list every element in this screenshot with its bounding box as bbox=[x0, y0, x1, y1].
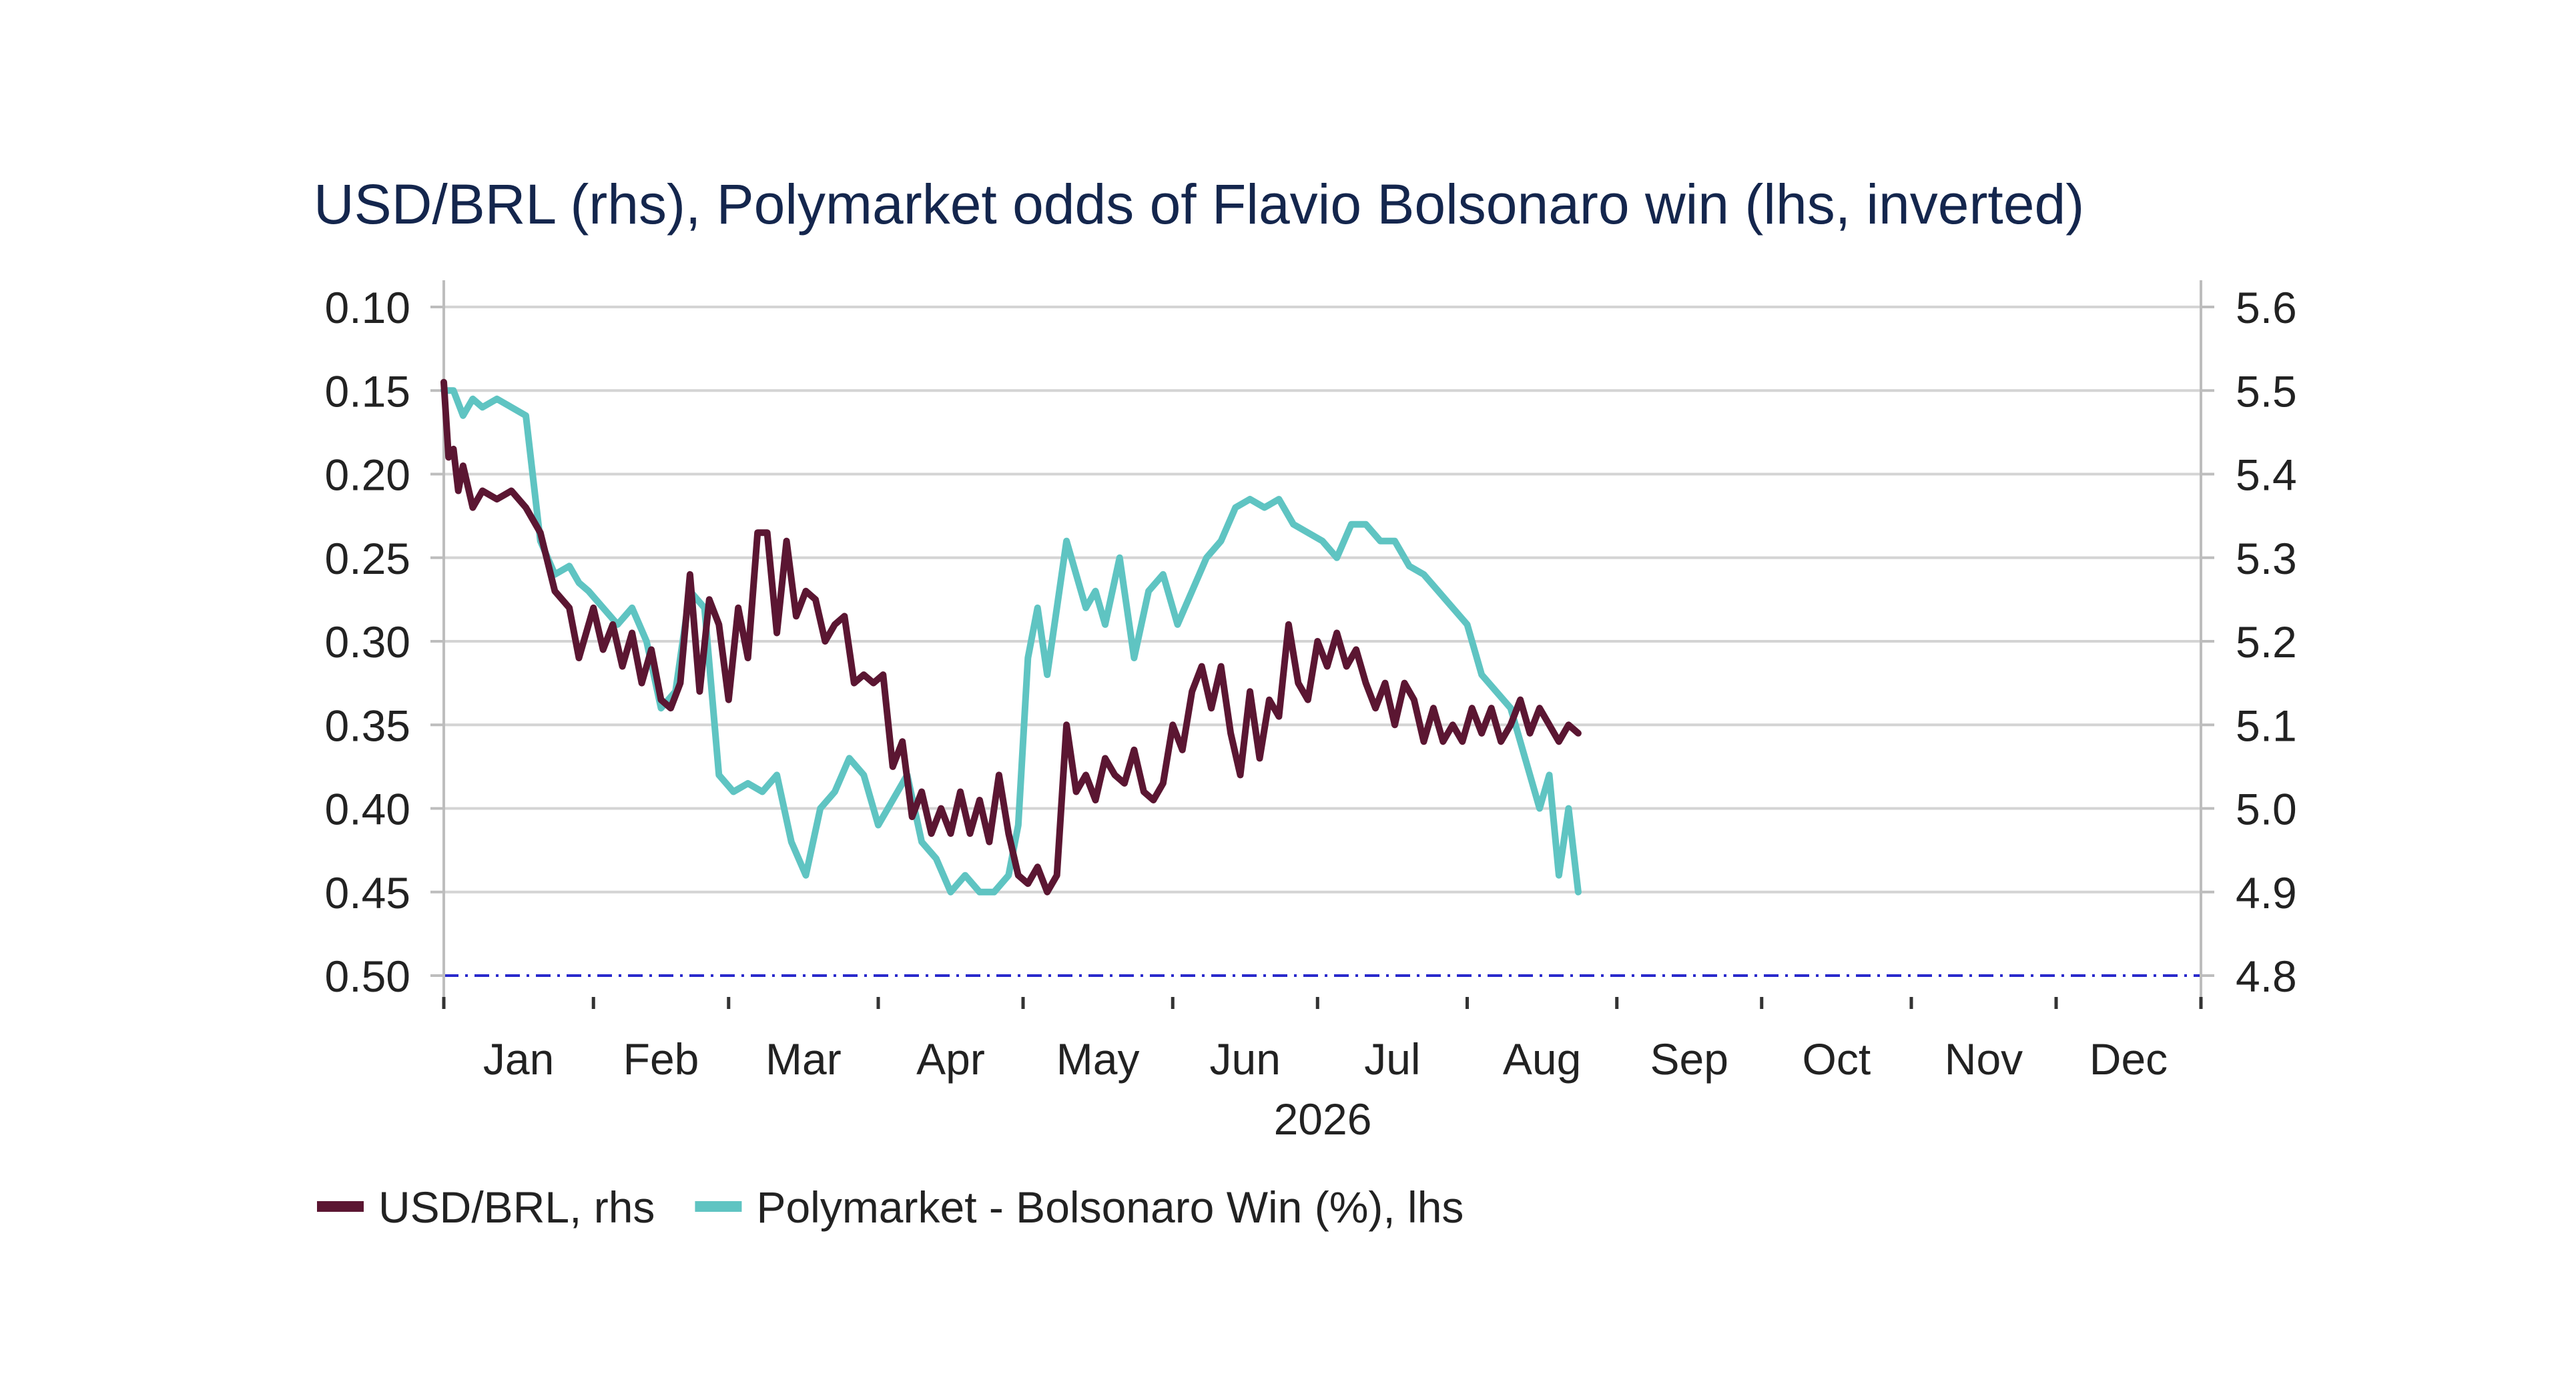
left-axis-tick-label: 0.10 bbox=[325, 283, 410, 332]
x-axis-tick-label: Dec bbox=[2089, 1034, 2168, 1084]
right-axis-tick-label: 5.1 bbox=[2236, 701, 2297, 750]
right-axis-tick-label: 4.8 bbox=[2236, 952, 2297, 1001]
x-axis-tick-label: Sep bbox=[1650, 1034, 1728, 1084]
x-axis-tick-label: Mar bbox=[765, 1034, 842, 1084]
chart-title: USD/BRL (rhs), Polymarket odds of Flavio… bbox=[314, 173, 2084, 236]
series-lines bbox=[440, 378, 1582, 896]
right-axis-tick-label: 5.2 bbox=[2236, 617, 2297, 667]
legend-label-polymarket: Polymarket - Bolsonaro Win (%), lhs bbox=[756, 1182, 1464, 1232]
axes: 0.10 0.15 0.20 0.25 0.30 0.35 0.40 0.45 0.50 5.6 5… bbox=[325, 280, 2297, 1084]
x-axis-tick-label: Feb bbox=[623, 1034, 699, 1084]
x-axis-tick-label: Jun bbox=[1210, 1034, 1281, 1084]
right-axis-tick-label: 5.0 bbox=[2236, 785, 2297, 834]
left-axis-tick-label: 0.25 bbox=[325, 534, 410, 583]
right-axis-tick-label: 5.4 bbox=[2236, 450, 2297, 500]
usdbrl-series-line bbox=[440, 378, 1582, 896]
right-axis-tick-label: 5.5 bbox=[2236, 366, 2297, 416]
left-axis-tick-label: 0.30 bbox=[325, 617, 410, 667]
left-axis-tick-label: 0.50 bbox=[325, 952, 410, 1001]
x-axis-tick-label: Apr bbox=[916, 1034, 985, 1084]
x-axis-tick-label: Oct bbox=[1803, 1034, 1871, 1084]
polymarket-series-line bbox=[440, 387, 1582, 896]
left-axis-tick-label: 0.40 bbox=[325, 785, 410, 834]
x-axis-label: 2026 bbox=[1274, 1094, 1372, 1144]
right-axis-tick-label: 4.9 bbox=[2236, 868, 2297, 918]
left-axis-tick-label: 0.20 bbox=[325, 450, 410, 500]
right-axis-tick-label: 5.3 bbox=[2236, 534, 2297, 583]
legend-label-usdbrl: USD/BRL, rhs bbox=[378, 1182, 655, 1232]
left-axis-tick-label: 0.35 bbox=[325, 701, 410, 750]
legend: USD/BRL, rhs Polymarket - Bolsonaro Win (… bbox=[317, 1182, 1464, 1232]
left-axis-tick-label: 0.15 bbox=[325, 366, 410, 416]
left-axis-tick-label: 0.45 bbox=[325, 868, 410, 918]
x-axis-tick-label: May bbox=[1056, 1034, 1140, 1084]
x-axis-tick-label: Nov bbox=[1945, 1034, 2023, 1084]
x-axis-tick-label: Jul bbox=[1364, 1034, 1420, 1084]
x-axis-tick-label: Aug bbox=[1503, 1034, 1581, 1084]
x-axis-tick-label: Jan bbox=[483, 1034, 554, 1084]
right-axis-tick-label: 5.6 bbox=[2236, 283, 2297, 332]
